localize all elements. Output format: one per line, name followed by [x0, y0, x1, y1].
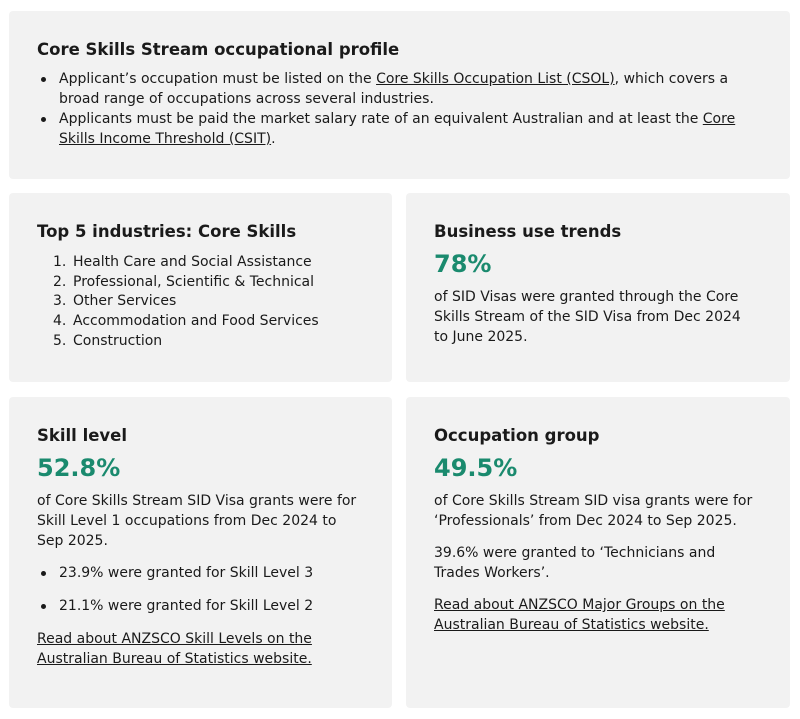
- occupation-text2: 39.6% were granted to ‘Technicians and T…: [434, 545, 716, 581]
- anzsco-major-groups-link[interactable]: Read about ANZSCO Major Groups on the Au…: [434, 597, 725, 633]
- list-item: 1. Health Care and Social Assistance: [53, 254, 312, 270]
- list-item: Applicant’s occupation must be listed on…: [37, 69, 737, 109]
- list-item: 4. Accommodation and Food Services: [53, 313, 319, 330]
- skill-level-card: Skill level 52.8% of Core Skills Stream …: [9, 397, 392, 708]
- business-text: of SID Visas were granted through the Co…: [434, 289, 741, 345]
- business-trends-card: Business use trends 78% of SID Visas wer…: [406, 193, 790, 382]
- profile-title: Core Skills Stream occupational profile: [37, 40, 400, 59]
- industries-title: Top 5 industries: Core Skills: [37, 222, 297, 241]
- skill-text: of Core Skills Stream SID Visa grants we…: [37, 493, 357, 549]
- csol-link[interactable]: Core Skills Occupation List (CSOL): [376, 71, 615, 87]
- list-item: 21.1% were granted for Skill Level 2: [37, 596, 364, 616]
- skill-title: Skill level: [37, 426, 128, 445]
- industries-list: 1. Health Care and Social Assistance 2. Pr…: [37, 253, 364, 352]
- business-title: Business use trends: [434, 222, 622, 241]
- list-item: 23.9% were granted for Skill Level 3: [37, 563, 364, 583]
- list-item: 5. Construction: [53, 332, 163, 349]
- anzsco-skill-levels-link[interactable]: Read about ANZSCO Skill Levels on the Au…: [37, 631, 312, 667]
- occupation-group-card: Occupation group 49.5% of Core Skills St…: [406, 397, 790, 708]
- occupational-profile-card: Core Skills Stream occupational profile …: [9, 11, 790, 179]
- top-industries-card: Top 5 industries: Core Skills 1. Health C…: [9, 193, 392, 382]
- business-stat: 78%: [434, 250, 492, 278]
- skill-bullets: 23.9% were granted for Skill Level 3 21.…: [37, 563, 364, 616]
- skill-stat: 52.8%: [37, 454, 121, 482]
- occupation-stat: 49.5%: [434, 454, 518, 482]
- profile-bullets: Applicant’s occupation must be listed on…: [37, 69, 762, 149]
- occupation-title: Occupation group: [434, 426, 600, 445]
- list-item: 2. Professional, Scientific & Technical: [53, 273, 314, 290]
- csit-link[interactable]: Core Skills Income Threshold (CSIT): [59, 111, 736, 147]
- occupation-text: of Core Skills Stream SID visa grants we…: [434, 493, 753, 529]
- list-item: 3. Other Services: [53, 293, 177, 310]
- list-item: Applicants must be paid the market salar…: [37, 109, 762, 149]
